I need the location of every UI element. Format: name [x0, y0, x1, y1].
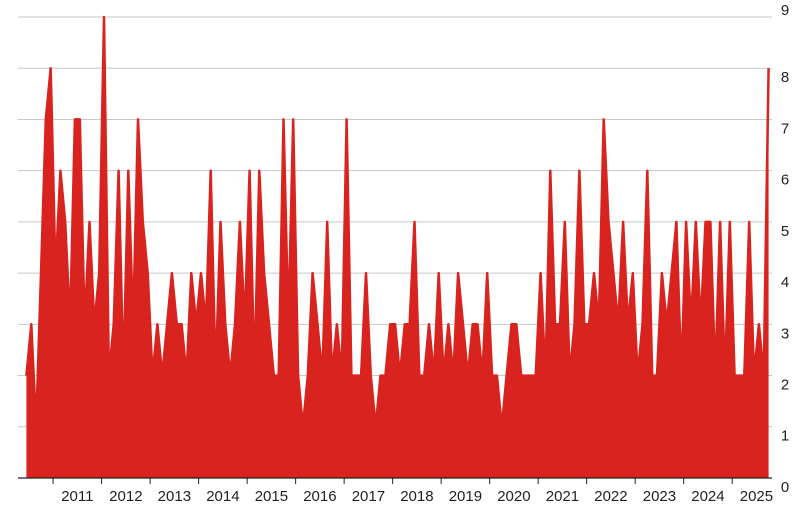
x-tick-label: 2011: [61, 488, 93, 505]
y-tick-label: 4: [781, 274, 789, 291]
y-tick-label: 0: [781, 479, 789, 496]
y-tick-label: 3: [781, 325, 789, 342]
x-tick-label: 2018: [400, 488, 433, 505]
y-tick-label: 6: [781, 172, 789, 189]
x-tick-label: 2016: [303, 488, 336, 505]
x-tick-label: 2020: [497, 488, 530, 505]
y-tick-label: 1: [781, 428, 789, 445]
x-tick-label: 2015: [255, 488, 288, 505]
y-tick-label: 7: [781, 120, 789, 137]
area: [26, 17, 769, 478]
x-tick-label: 2017: [352, 488, 385, 505]
x-tick-label: 2022: [594, 488, 627, 505]
x-tick-label: 2024: [691, 488, 724, 505]
x-tick-label: 2012: [109, 488, 142, 505]
x-tick-label: 2013: [158, 488, 191, 505]
y-tick-label: 8: [781, 69, 789, 86]
line: [25, 15, 770, 429]
x-tick-label: 2019: [449, 488, 482, 505]
x-tick-label: 2014: [206, 488, 239, 505]
x-tick-label: 2023: [643, 488, 676, 505]
x-tick-label: 2025: [740, 488, 773, 505]
y-tick-label: 5: [781, 223, 789, 240]
x-tick-label: 2021: [546, 488, 579, 505]
y-tick-label: 2: [781, 377, 789, 394]
y-tick-label: 9: [781, 2, 789, 19]
